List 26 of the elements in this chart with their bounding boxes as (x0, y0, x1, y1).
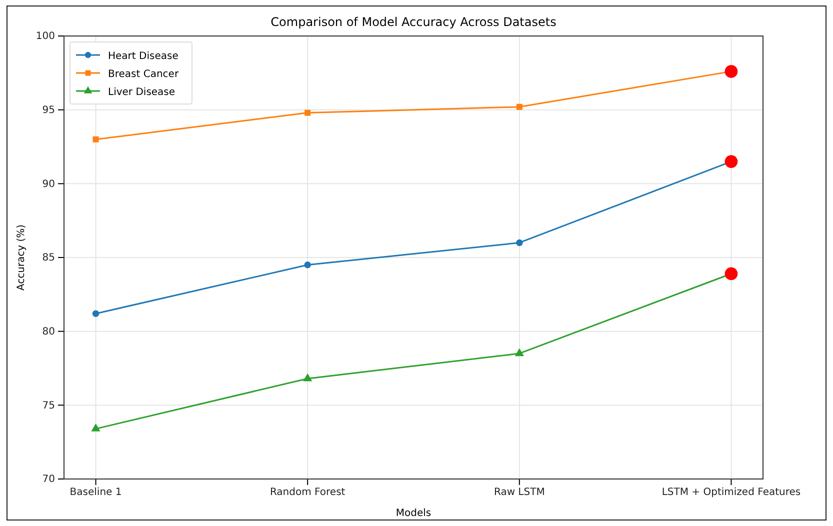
legend-label: Liver Disease (108, 87, 176, 98)
x-tick-label: Random Forest (270, 487, 346, 498)
point (304, 110, 311, 116)
y-tick-label: 80 (42, 326, 55, 338)
y-tick-label: 95 (42, 105, 55, 116)
legend-label: Breast Cancer (108, 69, 180, 80)
x-axis-title: Models (396, 508, 432, 519)
x-tick-label: Raw LSTM (494, 487, 545, 498)
y-tick-label: 85 (42, 252, 55, 264)
y-tick-label: 70 (42, 474, 55, 486)
y-tick-label: 100 (36, 31, 55, 42)
y-tick-label: 75 (42, 400, 55, 412)
point (304, 262, 311, 268)
x-tick-label: Baseline 1 (70, 487, 122, 498)
chart-title: Comparison of Model Accuracy Across Datasets (270, 15, 556, 29)
legend-label: Heart Disease (108, 51, 178, 62)
x-tick-label: LSTM + Optimized Features (662, 487, 801, 498)
y-tick-label: 90 (42, 178, 55, 190)
point (516, 104, 522, 110)
point (303, 373, 312, 382)
point (91, 424, 100, 432)
point (516, 239, 523, 246)
point (92, 136, 99, 142)
point (514, 348, 524, 356)
point (92, 310, 100, 317)
y-axis-title: Accuracy (%) (16, 224, 27, 291)
